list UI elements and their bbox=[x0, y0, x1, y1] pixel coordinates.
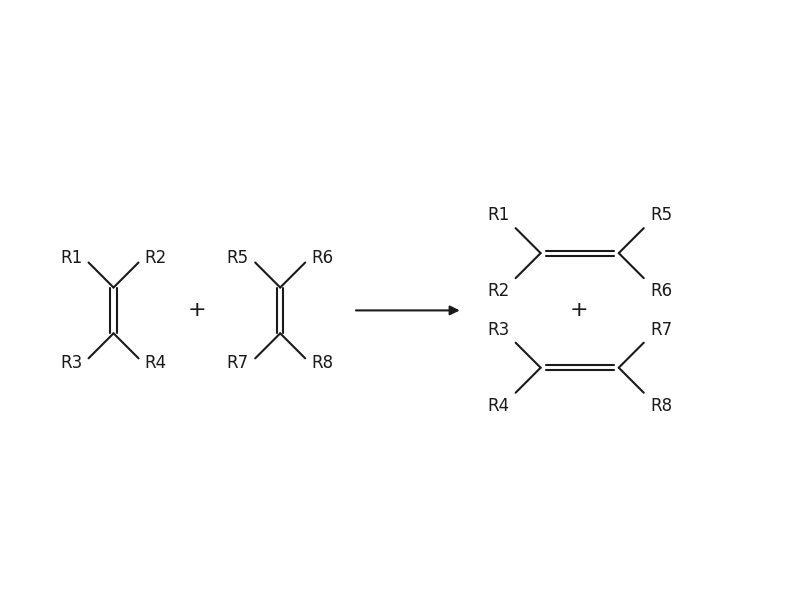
Text: R3: R3 bbox=[487, 320, 510, 338]
Text: R2: R2 bbox=[145, 250, 167, 268]
Text: R1: R1 bbox=[60, 250, 82, 268]
Text: R6: R6 bbox=[311, 250, 334, 268]
Text: R4: R4 bbox=[487, 397, 510, 415]
Text: R3: R3 bbox=[60, 353, 82, 371]
Text: +: + bbox=[187, 301, 206, 320]
Text: R8: R8 bbox=[650, 397, 672, 415]
Text: R6: R6 bbox=[650, 282, 672, 300]
Text: R7: R7 bbox=[650, 320, 672, 338]
Text: R2: R2 bbox=[487, 282, 510, 300]
Text: R8: R8 bbox=[311, 353, 334, 371]
Text: +: + bbox=[570, 301, 589, 320]
Text: R4: R4 bbox=[145, 353, 167, 371]
Text: R5: R5 bbox=[650, 206, 672, 224]
Text: R7: R7 bbox=[227, 353, 249, 371]
Text: R5: R5 bbox=[227, 250, 249, 268]
Text: R1: R1 bbox=[487, 206, 510, 224]
